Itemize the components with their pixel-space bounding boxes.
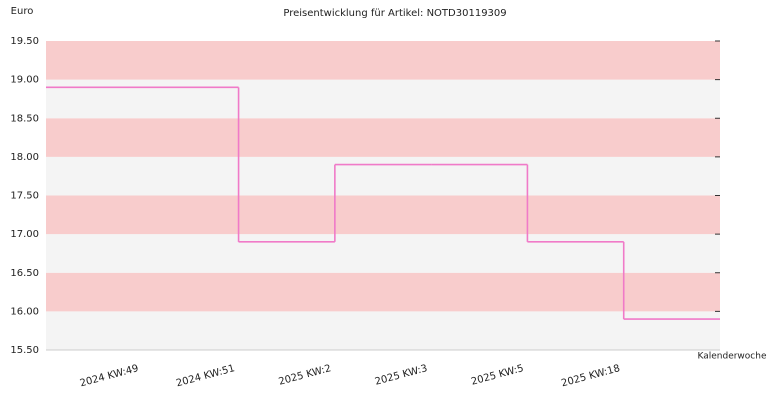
grid-band (46, 41, 720, 80)
x-tick-label: 2025 KW:3 (374, 363, 429, 388)
y-tick-label: 17.50 (10, 191, 39, 202)
y-axis-label: Euro (11, 6, 34, 17)
y-tick-label: 19.00 (10, 75, 39, 86)
y-tick-label: 16.50 (10, 268, 39, 279)
y-tick-label: 16.00 (10, 306, 39, 317)
grid-band (46, 156, 720, 196)
grid-band (46, 79, 720, 119)
x-tick-label: 2024 KW:51 (175, 363, 236, 389)
grid-band (46, 272, 720, 312)
x-tick-label: 2025 KW:5 (470, 363, 525, 388)
x-tick-label: 2025 KW:18 (560, 363, 621, 389)
y-tick-label: 17.00 (10, 229, 39, 240)
x-tick-label: 2025 KW:2 (278, 363, 333, 388)
y-tick-label: 18.50 (10, 113, 39, 124)
y-tick-label: 15.50 (10, 345, 39, 356)
y-tick-label: 19.50 (10, 36, 39, 47)
grid-band (46, 311, 720, 350)
grid-band (46, 195, 720, 235)
x-axis-label: Kalenderwoche (697, 352, 766, 362)
x-tick-label: 2024 KW:49 (79, 363, 140, 389)
chart-title: Preisentwicklung für Artikel: NOTD301193… (283, 8, 506, 19)
grid-band (46, 234, 720, 273)
y-tick-label: 18.00 (10, 152, 39, 163)
grid-band (46, 118, 720, 157)
